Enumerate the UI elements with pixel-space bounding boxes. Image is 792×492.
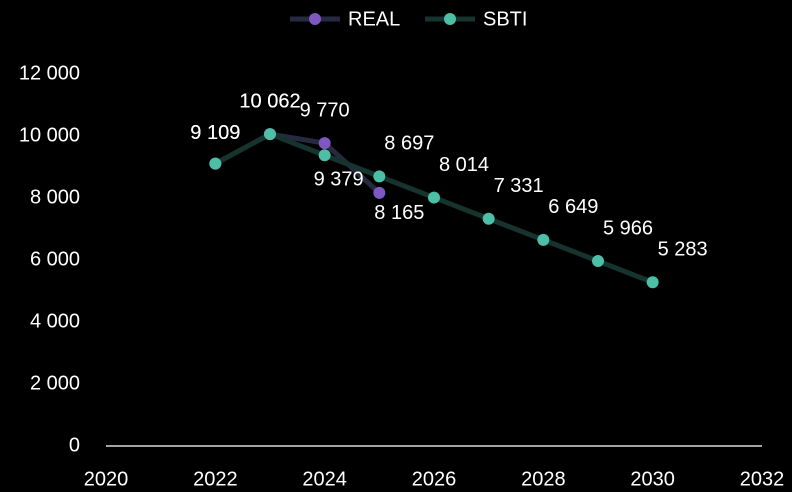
x-tick-label: 2028 (521, 468, 566, 490)
data-label: 8 165 (374, 202, 424, 224)
data-label: 8 014 (439, 154, 489, 176)
data-point (318, 149, 331, 162)
data-point (482, 212, 495, 225)
data-point (428, 191, 440, 204)
data-point (537, 233, 550, 246)
x-tick-label: 2024 (302, 468, 347, 490)
data-label: 8 697 (384, 133, 434, 155)
data-label: 5 966 (603, 217, 653, 239)
data-label: 9 109 (190, 122, 240, 144)
y-tick-label: 6 000 (30, 248, 80, 270)
data-point (373, 170, 386, 183)
y-tick-label: 4 000 (30, 310, 80, 332)
legend-label: SBTI (483, 8, 527, 30)
y-tick-label: 8 000 (30, 186, 80, 208)
data-label: 7 331 (494, 175, 544, 197)
x-tick-label: 2032 (740, 468, 785, 490)
data-label: 9 379 (314, 169, 364, 191)
data-point (646, 276, 659, 289)
data-point (264, 128, 276, 141)
data-label: 6 649 (548, 196, 598, 218)
y-tick-label: 10 000 (19, 124, 80, 146)
data-label: 9 770 (300, 99, 350, 121)
legend-marker (444, 13, 456, 25)
y-tick-label: 0 (69, 434, 80, 456)
x-tick-label: 2020 (84, 468, 129, 490)
legend-marker (309, 13, 321, 25)
x-tick-label: 2022 (193, 468, 238, 490)
data-label: 9 109 (190, 122, 240, 144)
data-label: 5 283 (658, 239, 708, 261)
data-point (209, 157, 222, 170)
data-point (318, 137, 331, 150)
x-tick-label: 2026 (412, 468, 457, 490)
y-tick-label: 2 000 (30, 372, 80, 394)
data-point (592, 255, 604, 268)
x-tick-label: 2030 (630, 468, 675, 490)
legend-label: REAL (348, 8, 400, 30)
data-label: 10 062 (239, 90, 300, 112)
data-label: 10 062 (239, 90, 300, 112)
y-tick-label: 12 000 (19, 62, 80, 84)
data-point (373, 186, 386, 199)
